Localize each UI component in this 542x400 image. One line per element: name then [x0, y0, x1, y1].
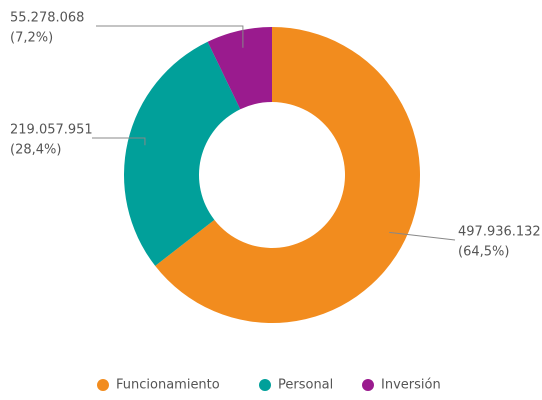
- value-label: 55.278.068: [10, 11, 84, 26]
- leader-line: [96, 25, 244, 48]
- legend-swatch: [362, 379, 374, 391]
- donut-slice: [155, 27, 421, 323]
- legend-label: Funcionamiento: [116, 378, 220, 393]
- donut-slice: [207, 27, 272, 110]
- legend-swatch: [259, 379, 271, 391]
- legend-swatch: [97, 379, 109, 391]
- percentage-label: (64,5%): [458, 245, 509, 260]
- leader-line: [92, 137, 146, 146]
- value-label: 497.936.132: [458, 225, 541, 240]
- percentage-label: (28,4%): [10, 143, 61, 158]
- percentage-label: (7,2%): [10, 31, 53, 46]
- donut-slice: [124, 41, 241, 266]
- legend-label: Personal: [278, 378, 333, 393]
- legend-label: Inversión: [381, 378, 441, 393]
- value-label: 219.057.951: [10, 123, 93, 138]
- leader-line: [389, 231, 456, 241]
